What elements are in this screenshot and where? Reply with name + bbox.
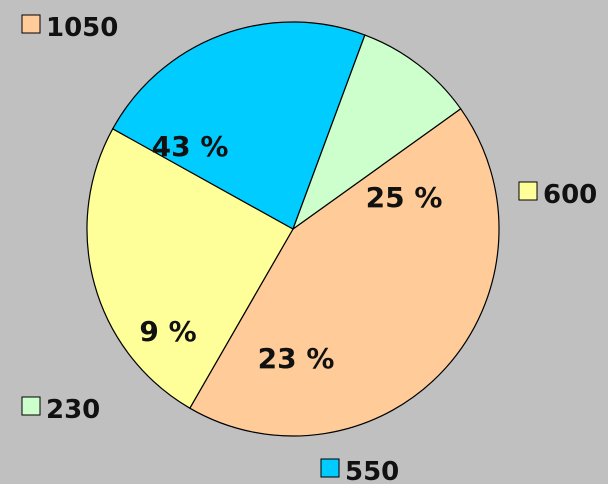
- legend-label-230: 230: [46, 395, 100, 425]
- pie-slice-600: [86, 128, 294, 409]
- slice-labels-layer: 43 % 25 % 23 % 9 %: [139, 130, 442, 375]
- legend-swatch-600: [518, 181, 538, 201]
- slice-percent-label: 43 %: [152, 130, 229, 163]
- legend-label-550: 550: [345, 457, 399, 484]
- legend-label-600: 600: [543, 180, 597, 210]
- pie-slice-1050: [189, 107, 500, 437]
- slice-percent-label: 25 %: [366, 181, 443, 214]
- slice-percent-label: 9 %: [139, 315, 196, 348]
- legend-layer: 1050 600 550 230: [21, 13, 597, 484]
- legend-swatch-230: [21, 396, 41, 416]
- legend-swatch-550: [320, 458, 340, 478]
- legend-swatch-1050: [21, 14, 41, 34]
- slice-percent-label: 23 %: [258, 342, 335, 375]
- legend-label-1050: 1050: [46, 13, 118, 43]
- pie-slice-230: [291, 34, 462, 231]
- slices-layer: [86, 21, 500, 437]
- pie-slice-550: [111, 21, 366, 230]
